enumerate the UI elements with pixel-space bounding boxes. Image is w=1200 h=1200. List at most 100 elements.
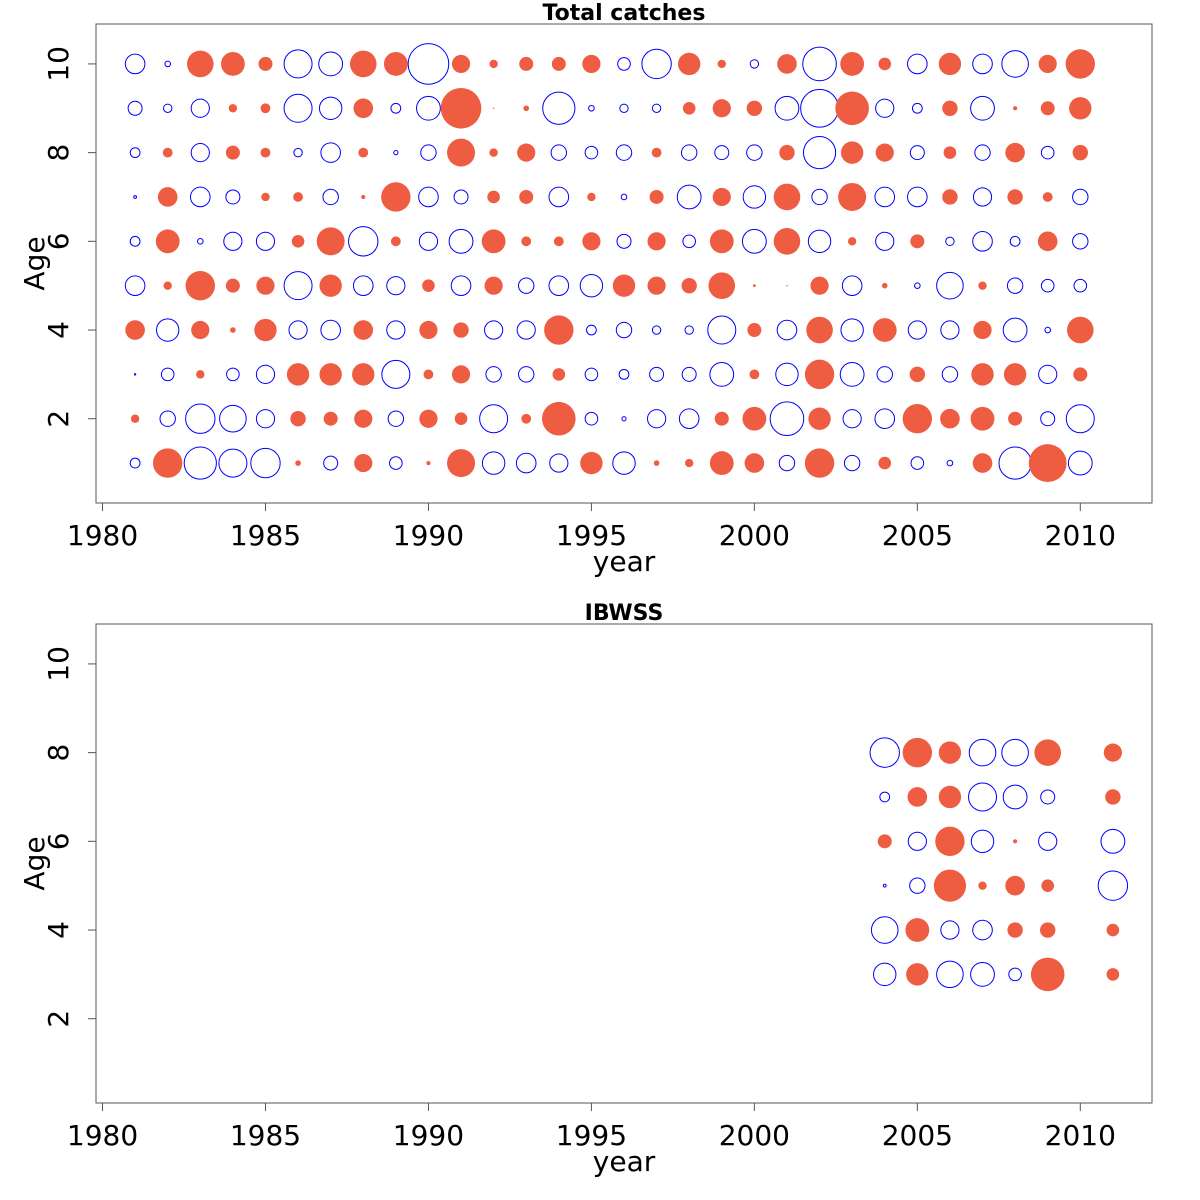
y-tick-label: 6 <box>42 832 75 850</box>
bubble <box>553 236 564 247</box>
bubble <box>489 148 498 157</box>
bubble <box>492 107 495 109</box>
bubble <box>1038 54 1057 74</box>
bubble <box>940 320 960 340</box>
bubble <box>938 52 962 76</box>
bubble <box>1030 957 1065 992</box>
bubble <box>283 271 313 301</box>
bubble <box>775 362 799 387</box>
bubble <box>841 275 863 296</box>
bubble <box>518 366 535 383</box>
bubble <box>484 276 503 295</box>
bubble <box>225 189 241 205</box>
y-axis-label: Age <box>18 836 51 890</box>
bubble <box>1065 404 1095 434</box>
bubble <box>742 406 767 431</box>
bubble <box>230 327 236 333</box>
bubble <box>941 366 959 383</box>
bubble <box>769 401 805 437</box>
bubble <box>129 235 141 247</box>
bubble <box>1001 738 1029 767</box>
bubble <box>615 144 633 161</box>
bubble <box>876 366 893 383</box>
bubble <box>943 146 957 159</box>
bubble <box>807 229 832 254</box>
bubble <box>584 145 599 160</box>
bubble <box>1013 106 1018 111</box>
bubble <box>293 147 303 158</box>
bubble <box>1040 145 1055 160</box>
bubble <box>283 49 313 79</box>
bubble <box>649 366 665 382</box>
bubble <box>579 273 604 298</box>
bubble <box>909 145 925 161</box>
bubble <box>810 276 829 295</box>
bubble <box>681 277 697 294</box>
y-tick-label: 4 <box>42 321 75 339</box>
x-tick-label: 2005 <box>882 519 953 552</box>
bubble <box>617 57 631 71</box>
bubble <box>1037 231 1058 252</box>
bubble <box>489 59 498 69</box>
chart-title: Total catches <box>543 1 706 26</box>
bubble <box>290 411 306 427</box>
bubble <box>521 236 532 247</box>
bubble <box>386 276 406 296</box>
bubble <box>1044 326 1052 334</box>
bubble <box>709 229 734 254</box>
bubble <box>548 275 570 296</box>
bubble <box>383 52 408 76</box>
bubble <box>680 144 698 161</box>
bubble <box>907 831 927 851</box>
bubble <box>875 231 895 251</box>
bubble <box>256 276 275 295</box>
bubble <box>933 869 967 902</box>
bubble <box>418 231 439 251</box>
bubble <box>649 189 664 204</box>
bubble <box>519 189 534 204</box>
bubble <box>479 404 509 434</box>
bubble <box>548 186 570 208</box>
bubble <box>835 91 869 126</box>
bubble <box>877 834 892 849</box>
bubble <box>580 451 603 475</box>
bubble <box>620 193 628 201</box>
bubble <box>749 59 760 69</box>
bubble <box>945 236 955 247</box>
bubble <box>393 150 399 156</box>
bubble <box>714 411 729 426</box>
bubble <box>318 51 344 77</box>
bubble <box>936 271 964 300</box>
bubble <box>802 46 837 82</box>
bubble <box>1028 444 1067 482</box>
y-tick-label: 8 <box>42 144 75 162</box>
bubble <box>390 236 401 247</box>
bubble <box>777 54 797 74</box>
bubble <box>185 270 215 301</box>
bubble <box>712 187 731 207</box>
bubble <box>709 451 734 475</box>
bubble <box>1040 278 1055 293</box>
bubble <box>870 916 899 944</box>
x-tick-label: 1980 <box>67 519 138 552</box>
bubble <box>998 446 1032 480</box>
bubble <box>454 412 468 426</box>
bubble <box>842 409 862 429</box>
bubble <box>906 963 929 986</box>
bubble <box>295 460 301 466</box>
bubble <box>838 182 867 211</box>
bubble <box>124 53 146 75</box>
bubble <box>778 454 796 472</box>
bubble <box>582 232 601 251</box>
bubble <box>223 231 243 251</box>
bubble <box>130 414 140 423</box>
bubble <box>875 143 894 162</box>
bubble <box>1008 967 1022 982</box>
bubble <box>1040 101 1055 116</box>
bubble <box>677 52 701 76</box>
bubble <box>320 319 341 341</box>
x-tick-label: 1990 <box>393 1119 464 1152</box>
bubble <box>450 275 472 296</box>
bubble <box>684 325 694 335</box>
